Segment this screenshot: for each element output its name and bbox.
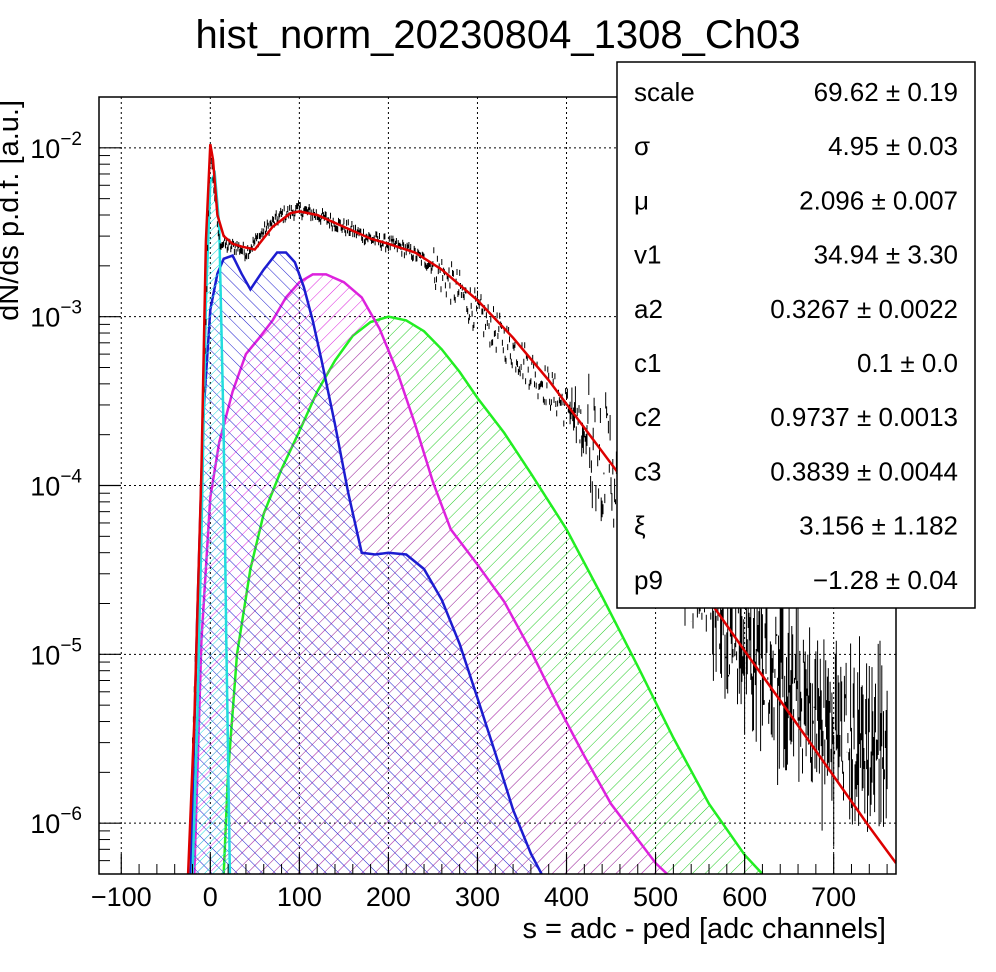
stat-name: p9 bbox=[634, 565, 663, 595]
stat-value: 0.3267 ± 0.0022 bbox=[770, 294, 958, 324]
stats-box: scale 69.62 ± 0.19 σ 4.95 ± 0.03 μ 2.096 ± 0.… bbox=[616, 61, 976, 609]
stat-value: 0.9737 ± 0.0013 bbox=[770, 402, 958, 432]
y-tick-label: 10−6 bbox=[30, 804, 82, 839]
stat-name: c2 bbox=[634, 402, 661, 432]
stat-value: −1.28 ± 0.04 bbox=[813, 565, 958, 595]
stat-value: 3.156 ± 1.182 bbox=[799, 511, 958, 541]
chart-title: hist_norm_20230804_1308_Ch03 bbox=[196, 13, 801, 57]
x-tick-label: 300 bbox=[455, 882, 500, 912]
stat-value: 2.096 ± 0.007 bbox=[799, 185, 958, 215]
stat-value: 0.1 ± 0.0 bbox=[857, 348, 958, 378]
x-tick-label: 700 bbox=[811, 882, 856, 912]
x-tick-label: −100 bbox=[91, 882, 152, 912]
series-layer bbox=[186, 143, 896, 874]
component-curve bbox=[189, 251, 543, 874]
x-tick-label: 600 bbox=[722, 882, 767, 912]
y-axis: 10−2 10−3 10−4 10−5 10−6 bbox=[30, 96, 121, 875]
y-tick-label: 10−3 bbox=[30, 298, 82, 333]
y-tick-label: 10−4 bbox=[30, 467, 82, 502]
stat-value: 34.94 ± 3.30 bbox=[814, 240, 958, 270]
stat-value: 4.95 ± 0.03 bbox=[828, 131, 958, 161]
stat-name: c1 bbox=[634, 348, 661, 378]
y-tick-label: 10−5 bbox=[30, 635, 82, 670]
stat-name: v1 bbox=[634, 240, 661, 270]
x-tick-label: 100 bbox=[277, 882, 322, 912]
stat-name: a2 bbox=[634, 294, 663, 324]
stat-name: μ bbox=[634, 185, 649, 215]
stat-name: scale bbox=[634, 77, 695, 107]
x-axis: −100 0 100 200 300 400 500 600 700 bbox=[91, 854, 888, 912]
stat-value: 0.3839 ± 0.0044 bbox=[770, 456, 958, 486]
component-fill bbox=[192, 174, 230, 874]
x-axis-label: s = adc - ped [adc channels] bbox=[522, 913, 886, 945]
stat-name: c3 bbox=[634, 456, 661, 486]
component-fill bbox=[190, 252, 542, 874]
stat-name: σ bbox=[634, 131, 650, 161]
x-tick-label: 500 bbox=[633, 882, 678, 912]
y-tick-label: 10−2 bbox=[30, 129, 82, 164]
y-axis-label: dN/ds p.d.f. [a.u.] bbox=[0, 100, 25, 321]
x-tick-label: 200 bbox=[366, 882, 411, 912]
stat-value: 69.62 ± 0.19 bbox=[814, 77, 958, 107]
x-tick-label: 400 bbox=[544, 882, 589, 912]
stats-box-frame bbox=[616, 61, 976, 609]
x-tick-label: 0 bbox=[203, 882, 218, 912]
stat-name: ξ bbox=[634, 511, 646, 541]
